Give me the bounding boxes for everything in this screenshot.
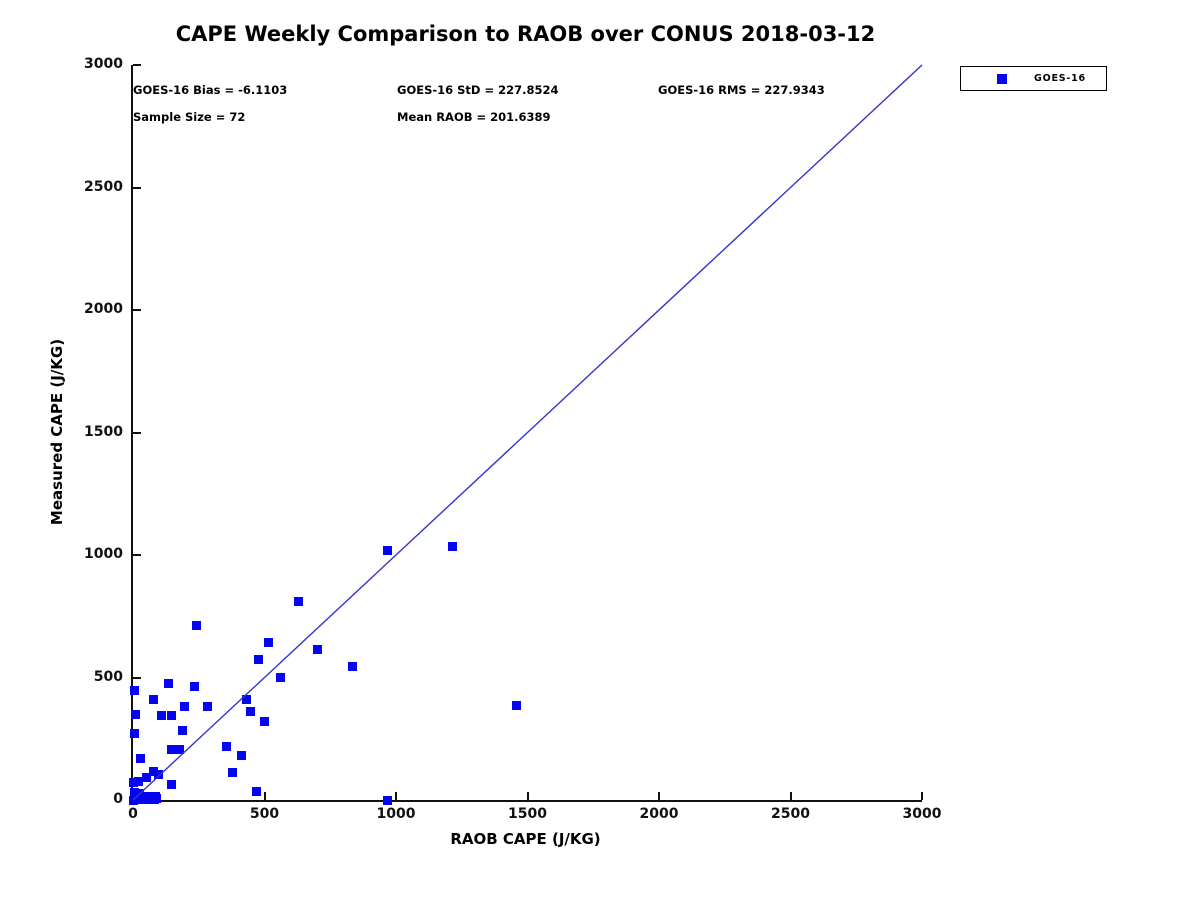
y-axis-tick [133, 64, 141, 66]
scatter-point [254, 655, 264, 665]
x-tick-label: 500 [249, 806, 280, 822]
y-tick-label: 2500 [84, 178, 123, 195]
x-tick-label: 1500 [508, 806, 547, 822]
scatter-point [260, 716, 269, 726]
x-axis-tick [395, 792, 397, 800]
scatter-point [222, 741, 232, 751]
y-tick-label: 1000 [84, 546, 123, 562]
scatter-point [294, 597, 304, 607]
identity-line [132, 64, 923, 801]
x-tick-label: 1000 [376, 806, 416, 822]
stat-rms: GOES-16 RMS = 227.9343 [658, 83, 825, 97]
scatter-point [129, 778, 139, 788]
scatter-point [131, 709, 141, 719]
scatter-point [142, 773, 152, 783]
x-tick-label: 2000 [639, 806, 679, 822]
y-axis-tick [133, 431, 141, 434]
scatter-point [382, 546, 392, 556]
scatter-point [189, 682, 199, 692]
scatter-point [179, 701, 189, 711]
scatter-point [164, 679, 173, 689]
scatter-point [166, 745, 176, 755]
scatter-point [157, 711, 167, 721]
plot-area: 0 500 1000 1500 2000 2500 3000 0 500 1000 1500 2000… [84, 56, 941, 822]
legend-label: GOES-16 [1034, 73, 1086, 84]
scatter-point [237, 751, 247, 761]
stat-sample-size: Sample Size = 72 [133, 110, 246, 124]
y-axis-tick [133, 676, 141, 679]
y-tick-label: 1500 [84, 423, 123, 440]
scatter-point [263, 637, 273, 647]
scatter-point [174, 745, 184, 755]
scatter-point [166, 779, 176, 789]
scatter-point [312, 644, 322, 654]
scatter-point [136, 753, 146, 763]
stat-std: GOES-16 StD = 227.8524 [397, 83, 559, 97]
scatter-point [242, 695, 252, 705]
x-axis-tick [658, 792, 660, 800]
scatter-point [348, 662, 358, 672]
y-tick-label: 0 [113, 791, 123, 807]
stat-mean-raob: Mean RAOB = 201.6389 [397, 110, 551, 124]
scatter-point [512, 701, 522, 711]
identity-line-layer [132, 64, 923, 801]
scatter-point [134, 776, 144, 786]
y-axis-tick [133, 554, 141, 556]
y-axis-tick [133, 309, 141, 311]
x-axis-tick [789, 792, 792, 800]
scatter-point [228, 767, 238, 777]
y-axis-tick [133, 186, 141, 189]
x-tick-label: 2500 [771, 806, 810, 822]
x-tick-label: 0 [128, 806, 138, 822]
x-axis-tick [263, 792, 266, 800]
scatter-point [178, 725, 188, 735]
x-tick-label: 3000 [902, 806, 942, 822]
scatter-point [245, 707, 255, 717]
stat-bias: GOES-16 Bias = -6.1103 [133, 83, 288, 97]
y-tick-label: 500 [93, 668, 123, 685]
scatter-point [252, 787, 262, 797]
scatter-point [275, 672, 285, 682]
scatter-point [447, 542, 457, 552]
chart-title: CAPE Weekly Comparison to RAOB over CONU… [175, 22, 876, 46]
x-axis-tick [526, 792, 529, 800]
scatter-point [191, 621, 201, 631]
scatter-point [154, 770, 164, 780]
scatter-point [151, 794, 161, 804]
scatter-point [129, 728, 139, 738]
x-axis-tick [921, 792, 923, 800]
scatter-point [148, 695, 158, 705]
y-tick-label: 3000 [84, 56, 123, 72]
legend-box: GOES-16 [960, 66, 1107, 91]
scatter-point [149, 766, 159, 776]
scatter-point [202, 701, 212, 711]
y-tick-label: 2000 [84, 301, 123, 317]
x-axis-label: RAOB CAPE (J/KG) [450, 830, 601, 848]
y-axis-label: Measured CAPE (J/KG) [48, 338, 66, 526]
scatter-point [383, 795, 393, 805]
scatter-point [167, 711, 177, 721]
scatter-point [129, 686, 139, 696]
legend-marker-square-icon [997, 73, 1007, 84]
